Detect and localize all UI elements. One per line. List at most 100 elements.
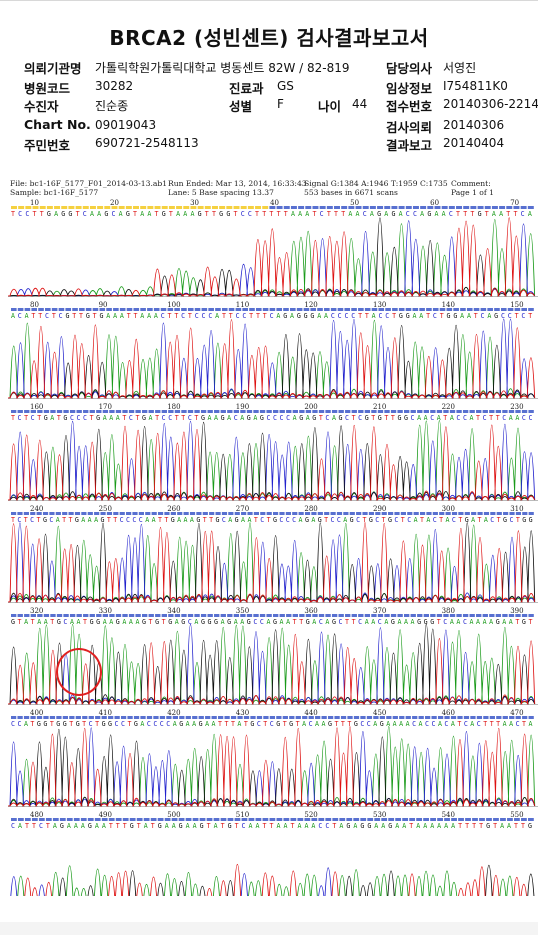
base-call: A bbox=[399, 210, 403, 218]
quality-bar bbox=[227, 614, 233, 617]
quality-bar bbox=[439, 512, 445, 515]
base-call: A bbox=[529, 720, 533, 728]
position-tick-label: 20 bbox=[110, 199, 119, 207]
trace-line-g bbox=[8, 422, 536, 501]
base-call: C bbox=[318, 822, 322, 830]
quality-bar bbox=[330, 512, 336, 515]
base-call: C bbox=[59, 312, 63, 320]
base-call: G bbox=[155, 618, 159, 626]
quality-bar bbox=[32, 206, 39, 209]
base-call: G bbox=[378, 414, 382, 422]
quality-bar bbox=[241, 818, 248, 821]
base-call: C bbox=[168, 414, 172, 422]
base-call: A bbox=[509, 618, 513, 626]
base-call: A bbox=[77, 618, 81, 626]
quality-bar bbox=[423, 818, 429, 821]
field-label-age: 나이 bbox=[318, 99, 342, 114]
base-call: G bbox=[60, 822, 64, 830]
quality-bar bbox=[521, 308, 527, 311]
highlight-circle bbox=[56, 648, 102, 696]
quality-bar bbox=[319, 206, 326, 209]
base-call: A bbox=[145, 516, 149, 524]
base-call: T bbox=[515, 312, 519, 320]
base-call: C bbox=[501, 312, 505, 320]
quality-bar bbox=[449, 410, 456, 413]
trace-line-t bbox=[8, 217, 535, 297]
base-call: G bbox=[215, 516, 219, 524]
base-call: C bbox=[449, 210, 453, 218]
quality-bar bbox=[269, 206, 276, 209]
base-call: G bbox=[200, 822, 204, 830]
quality-bar bbox=[286, 410, 292, 413]
base-call: T bbox=[474, 312, 478, 320]
quality-bar bbox=[443, 410, 449, 413]
position-tick-label: 460 bbox=[442, 709, 455, 717]
base-call: T bbox=[327, 210, 331, 218]
quality-bar bbox=[318, 410, 325, 413]
quality-bar bbox=[269, 308, 276, 311]
base-call: A bbox=[424, 414, 428, 422]
base-call: A bbox=[395, 822, 399, 830]
quality-bar bbox=[445, 512, 451, 515]
base-call: C bbox=[456, 414, 460, 422]
quality-bar bbox=[513, 206, 520, 209]
field-value-clinical-info: I754811K0 bbox=[443, 79, 508, 93]
quality-bar bbox=[24, 818, 31, 821]
base-call: A bbox=[312, 618, 316, 626]
base-call: C bbox=[222, 516, 226, 524]
position-tick-label: 320 bbox=[30, 607, 43, 615]
base-call: C bbox=[70, 414, 74, 422]
base-call: C bbox=[270, 312, 274, 320]
quality-bar bbox=[321, 716, 327, 719]
base-call: A bbox=[67, 822, 71, 830]
quality-bar bbox=[200, 614, 207, 617]
quality-bar bbox=[233, 614, 240, 617]
base-call: C bbox=[338, 312, 342, 320]
base-call: T bbox=[162, 618, 166, 626]
quality-bar bbox=[483, 512, 490, 515]
quality-bar bbox=[500, 308, 507, 311]
quality-bar bbox=[356, 512, 362, 515]
field-label-sex: 성별 bbox=[229, 99, 253, 114]
quality-bar bbox=[226, 206, 233, 209]
base-call: G bbox=[260, 414, 264, 422]
base-call: A bbox=[11, 312, 15, 320]
quality-bar bbox=[122, 614, 128, 617]
field-label-hospital-code: 병원코드 bbox=[24, 81, 71, 96]
quality-bar bbox=[336, 512, 343, 515]
quality-bar bbox=[269, 716, 276, 719]
header-sample: Sample: bc1-16F_5177 bbox=[10, 188, 99, 197]
base-call: A bbox=[97, 210, 101, 218]
base-call: T bbox=[263, 312, 267, 320]
base-call: A bbox=[446, 516, 450, 524]
quality-bar bbox=[36, 512, 42, 515]
base-call: G bbox=[102, 720, 106, 728]
quality-bar bbox=[410, 410, 416, 413]
quality-bar bbox=[213, 818, 220, 821]
quality-bar bbox=[500, 818, 506, 821]
quality-bar bbox=[126, 512, 132, 515]
quality-bar bbox=[115, 818, 122, 821]
base-call: T bbox=[155, 414, 159, 422]
quality-bar bbox=[255, 206, 262, 209]
base-call: T bbox=[181, 414, 185, 422]
base-call: T bbox=[24, 516, 28, 524]
quality-bar bbox=[298, 206, 305, 209]
base-call: A bbox=[500, 822, 504, 830]
quality-bar bbox=[522, 716, 528, 719]
base-call: A bbox=[135, 618, 139, 626]
base-call: A bbox=[460, 312, 464, 320]
base-call: G bbox=[391, 210, 395, 218]
base-call: A bbox=[414, 516, 418, 524]
quality-bar bbox=[43, 410, 50, 413]
quality-bar bbox=[483, 716, 489, 719]
base-call: T bbox=[514, 822, 518, 830]
quality-bar bbox=[457, 716, 463, 719]
base-call: G bbox=[75, 516, 79, 524]
position-tick-label: 340 bbox=[167, 607, 180, 615]
quality-bar bbox=[371, 614, 377, 617]
base-call: T bbox=[439, 516, 443, 524]
trace-line-t bbox=[8, 633, 536, 705]
base-call: C bbox=[242, 312, 246, 320]
